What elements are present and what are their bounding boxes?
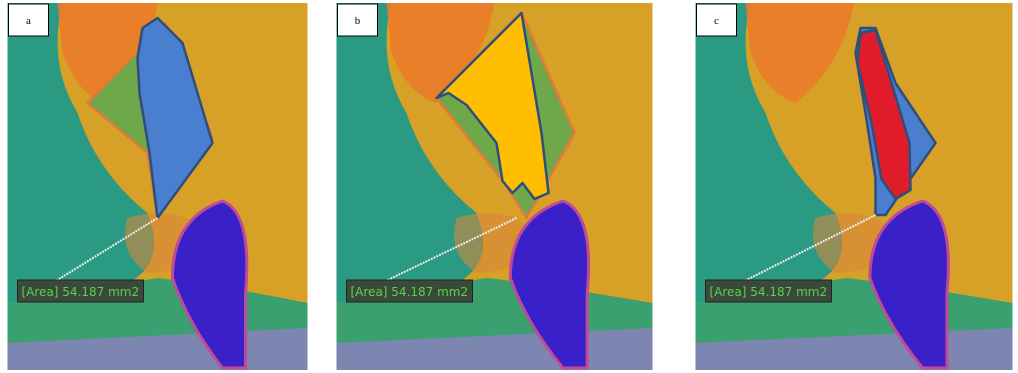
panel-label: c [714,15,719,27]
panel-b: [Area] 54.187 mm2 b [336,3,653,370]
measure-text: [Area] 54.187 mm2 [351,285,469,299]
panel-label: a [26,15,31,27]
panel-a: [Area] 54.187 mm2 a [7,3,308,370]
panel-c: [Area] 54.187 mm2 c [695,3,1013,370]
measure-text: [Area] 54.187 mm2 [22,285,140,299]
panel-label: b [355,15,361,27]
measure-text: [Area] 54.187 mm2 [710,285,828,299]
figure: [Area] 54.187 mm2 a [Area] 54.187 mm2 b [A… [0,0,1018,373]
